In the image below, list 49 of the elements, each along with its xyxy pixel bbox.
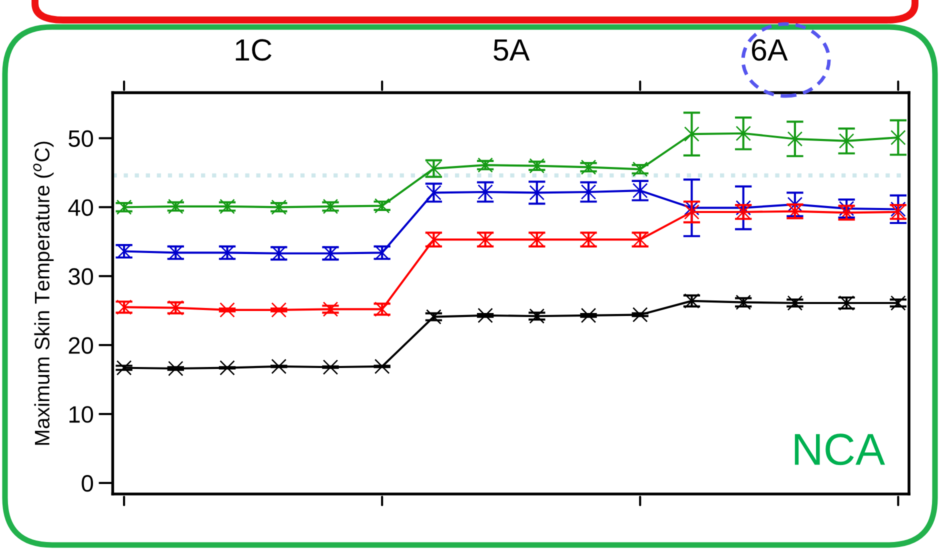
- y-tick-label: 20: [68, 337, 94, 354]
- point: [374, 358, 390, 374]
- text: 5A: [494, 39, 530, 61]
- point: [529, 185, 545, 200]
- point: [632, 307, 648, 322]
- y-tick-label: 30: [68, 268, 94, 285]
- point: [580, 184, 596, 200]
- point: [426, 309, 442, 324]
- point: [271, 302, 287, 318]
- point: [168, 360, 184, 376]
- point: [580, 160, 596, 175]
- point: [632, 182, 648, 198]
- point: [220, 360, 235, 376]
- point: [271, 358, 287, 374]
- point: [116, 200, 132, 215]
- point: [787, 196, 803, 212]
- text: 6A: [752, 39, 788, 61]
- point: [374, 198, 390, 214]
- y-tick-label: 40: [68, 199, 94, 216]
- y-axis-title: Maximum Skin Temperature ($^{o}$C): [33, 142, 54, 445]
- point: [271, 200, 287, 215]
- point: [168, 198, 184, 214]
- y-tick-label: 0: [82, 475, 94, 492]
- text: 1C: [236, 39, 272, 61]
- point: [684, 126, 700, 142]
- point: [736, 126, 751, 142]
- point: [322, 359, 338, 375]
- point: [787, 295, 803, 311]
- point: [529, 308, 545, 324]
- y-tick-label: 50: [68, 130, 94, 147]
- point: [220, 198, 235, 214]
- point: [322, 302, 338, 317]
- point: [890, 295, 906, 311]
- point: [478, 184, 493, 200]
- point: [736, 200, 751, 216]
- point: [322, 198, 338, 214]
- point: [220, 302, 235, 318]
- annotation: NCA: [794, 434, 886, 466]
- point: [838, 133, 854, 149]
- point: [890, 130, 906, 146]
- point: [116, 360, 132, 376]
- point: [890, 202, 906, 217]
- point: [529, 158, 545, 174]
- point: [684, 204, 700, 220]
- point: [580, 308, 596, 324]
- point: [787, 131, 803, 147]
- y-tick-label: 10: [69, 406, 94, 423]
- point: [736, 294, 751, 310]
- point: [478, 308, 493, 324]
